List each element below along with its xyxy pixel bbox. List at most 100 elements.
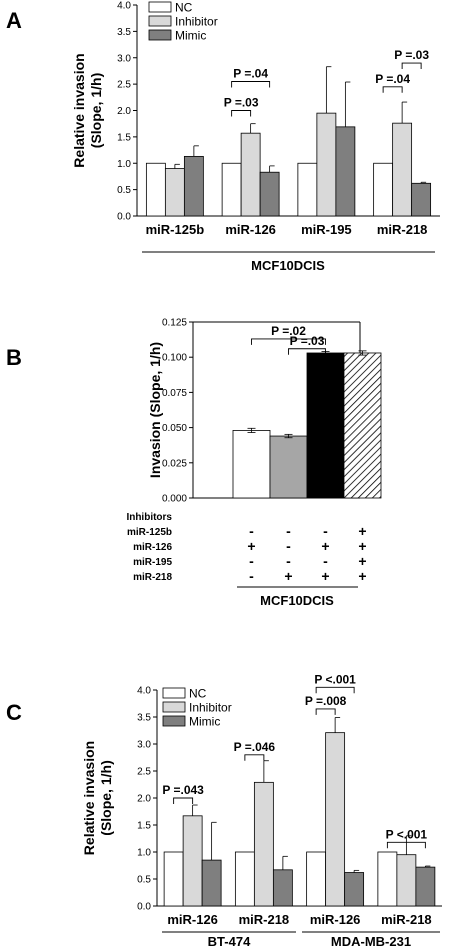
x-category-label: miR-218: [381, 912, 432, 927]
x-category-label: miR-218: [377, 222, 428, 237]
legend-label: NC: [189, 687, 207, 701]
matrix-mark: +: [321, 538, 329, 554]
y-tick-label: 2.5: [117, 80, 131, 91]
y-axis-label: Relative invasion(Slope, 1/h): [81, 741, 114, 855]
bar-inhibitor: [253, 781, 274, 907]
legend-swatch-inhibitor: [148, 15, 172, 27]
matrix-mark: +: [247, 538, 255, 554]
significance-bracket: [288, 348, 326, 355]
bar-nc: [234, 851, 255, 907]
bar-nc: [377, 851, 398, 907]
y-tick-label: 3.0: [137, 740, 151, 751]
bar-inhibitor: [182, 815, 203, 907]
bar: [306, 352, 345, 499]
x-category-label: miR-126: [310, 912, 361, 927]
y-tick-label: 1.0: [137, 848, 151, 859]
p-value-label: P =.03: [224, 96, 259, 110]
y-axis-label-line2: (Slope, 1/h): [88, 73, 104, 148]
legend-label: Mimic: [175, 29, 206, 43]
y-tick-label: 2.5: [137, 767, 151, 778]
bar-inhibitor: [316, 112, 337, 217]
panel-b-chart: 0.000 0.025 0.050 0.075 0.100 0.125 Invasion (…: [126, 318, 382, 608]
y-axis-label-line1: Relative invasion: [71, 53, 87, 167]
matrix-row-label: miR-125b: [127, 527, 172, 538]
y-tick-label: 1.5: [137, 821, 151, 832]
matrix-mark: -: [286, 553, 291, 569]
legend-label: Inhibitor: [175, 15, 218, 29]
y-tick-label: 3.5: [117, 27, 131, 38]
matrix-mark: -: [323, 523, 328, 539]
bar-mimic: [335, 126, 356, 217]
y-tick-label: 2.0: [137, 794, 151, 805]
significance-bracket: [244, 754, 265, 761]
panel-letter-b: B: [6, 345, 22, 370]
bar-nc: [145, 162, 166, 217]
bar-inhibitor: [392, 122, 413, 217]
y-tick-label: 0.100: [162, 353, 187, 364]
y-tick-label: 4.0: [137, 686, 151, 697]
matrix-mark: +: [358, 568, 366, 584]
x-category-label: miR-126: [225, 222, 276, 237]
matrix-row-label: miR-126: [133, 542, 172, 553]
bar-inhibitor: [325, 732, 346, 907]
bar-inhibitor: [164, 168, 185, 217]
y-tick-label: 3.5: [137, 713, 151, 724]
y-tick-label: 0.5: [137, 875, 151, 886]
bar: [343, 352, 382, 499]
group-label: BT-474: [208, 934, 251, 948]
matrix-mark: -: [249, 523, 254, 539]
panel-a-chart: 0.0 0.5 1.0 1.5 2.0 2.5 3.0 3.5 4.0 Relative inva…: [71, 1, 440, 273]
y-tick-label: 0.5: [117, 185, 131, 196]
legend-label: Inhibitor: [189, 701, 232, 715]
matrix-mark: +: [284, 568, 292, 584]
bar-nc: [306, 851, 327, 907]
p-value-label: P =.03: [394, 48, 429, 62]
matrix-mark: -: [249, 553, 254, 569]
bar-mimic: [259, 171, 280, 217]
matrix-mark: +: [358, 538, 366, 554]
p-value-label: P =.04: [233, 66, 268, 80]
x-category-label: miR-195: [301, 222, 352, 237]
panel-letter-c: C: [6, 700, 22, 725]
legend-swatch-mimic: [162, 715, 186, 727]
p-value-label: P =.04: [375, 72, 410, 86]
y-tick-label: 0.0: [137, 902, 151, 913]
significance-bracket: [401, 62, 422, 70]
matrix-row-label: miR-218: [133, 572, 172, 583]
y-axis-label-line2: (Slope, 1/h): [98, 760, 114, 835]
bar-inhibitor: [240, 132, 261, 217]
matrix-mark: -: [249, 568, 254, 584]
group-label: MCF10DCIS: [251, 258, 325, 273]
bar-mimic: [201, 859, 222, 907]
matrix-mark: -: [286, 538, 291, 554]
x-category-label: miR-126: [167, 912, 218, 927]
x-category-label: miR-218: [239, 912, 290, 927]
matrix-row-label: miR-195: [133, 557, 172, 568]
legend-swatch-nc: [162, 687, 186, 699]
significance-bracket: [315, 686, 355, 694]
significance-bracket: [315, 708, 336, 715]
matrix-title: Inhibitors: [126, 512, 172, 523]
bar-mimic: [415, 866, 436, 907]
y-tick-label: 0.125: [162, 318, 187, 329]
significance-bracket: [251, 338, 326, 345]
panel-letter-a: A: [6, 8, 22, 33]
y-tick-label: 3.0: [117, 53, 131, 64]
bar-mimic: [411, 182, 432, 217]
y-tick-label: 0.025: [162, 458, 187, 469]
p-value-label: P =.046: [234, 740, 276, 754]
matrix-mark: +: [358, 553, 366, 569]
significance-bracket: [231, 110, 252, 117]
y-tick-label: 4.0: [117, 1, 131, 12]
p-value-label: P =.03: [290, 334, 325, 348]
y-axis-label: Invasion (Slope, 1/h): [147, 342, 163, 478]
legend-label: NC: [175, 1, 193, 15]
bar-inhibitor: [396, 854, 417, 907]
p-value-label: P =.043: [162, 783, 204, 797]
matrix-mark: -: [323, 553, 328, 569]
y-axis-label: Relative invasion(Slope, 1/h): [71, 53, 104, 167]
y-axis-label-line1: Relative invasion: [81, 741, 97, 855]
matrix-mark: +: [358, 523, 366, 539]
p-value-label: P <.001: [386, 827, 428, 841]
